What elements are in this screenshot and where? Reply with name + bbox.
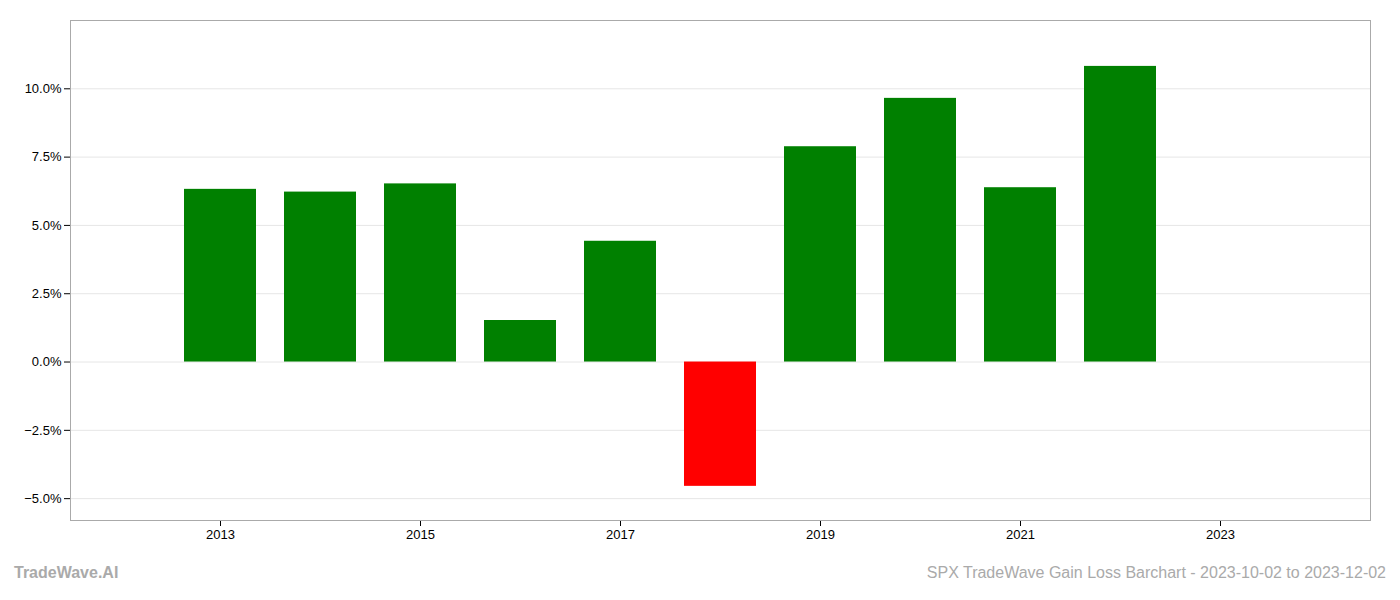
svg-text:2013: 2013: [206, 527, 235, 542]
svg-text:−2.5%: −2.5%: [24, 422, 62, 437]
svg-text:2019: 2019: [806, 527, 835, 542]
html-text:SPX TradeWave Gain Loss Barcha: SPX TradeWave Gain Loss Barchart - 2023-…: [926, 564, 1386, 581]
svg-text:2017: 2017: [606, 527, 635, 542]
svg-text:2.5%: 2.5%: [32, 286, 62, 301]
svg-text:2023: 2023: [1206, 527, 1235, 542]
svg-text:0.0%: 0.0%: [32, 354, 62, 369]
svg-text:−5.0%: −5.0%: [24, 491, 62, 506]
svg-text:10.0%: 10.0%: [25, 81, 62, 96]
svg-text:2021: 2021: [1006, 527, 1035, 542]
html-text:TradeWave.AI: TradeWave.AI: [14, 564, 119, 581]
svg-text:7.5%: 7.5%: [32, 149, 62, 164]
svg-text:2015: 2015: [406, 527, 435, 542]
svg-text:5.0%: 5.0%: [32, 218, 62, 233]
